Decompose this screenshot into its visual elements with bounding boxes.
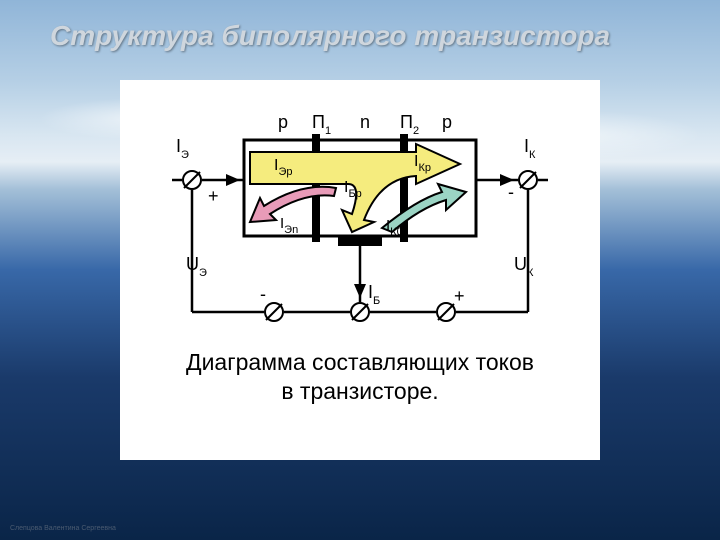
base-contact: [338, 236, 382, 246]
transistor-diagram: p n p П1 П2 IЭ IК UЭ UК IБ + - - + IЭр I…: [120, 80, 600, 340]
svg-text:UК: UК: [514, 254, 534, 279]
terminal-base-left: [265, 303, 283, 321]
svg-text:IБ: IБ: [368, 282, 380, 307]
svg-text:П2: П2: [400, 112, 419, 137]
svg-text:П1: П1: [312, 112, 331, 137]
diagram-panel: p n p П1 П2 IЭ IК UЭ UК IБ + - - + IЭр I…: [120, 80, 600, 460]
terminal-base-right: [437, 303, 455, 321]
caption-line-2: в транзисторе.: [120, 377, 600, 406]
terminal-collector: [519, 171, 537, 189]
credit: Слепцова Валентина Сергеевна: [10, 525, 116, 532]
diagram-caption: Диаграмма составляющих токов в транзисто…: [120, 348, 600, 406]
terminal-base-center: [351, 303, 369, 321]
slide: Структура биполярного транзистора: [0, 0, 720, 540]
svg-text:IЭ: IЭ: [176, 136, 189, 161]
svg-text:+: +: [208, 186, 219, 206]
svg-text:-: -: [260, 284, 266, 304]
page-title: Структура биполярного транзистора: [50, 20, 670, 52]
terminal-emitter: [183, 171, 201, 189]
svg-text:UЭ: UЭ: [186, 254, 207, 279]
svg-text:p: p: [442, 112, 452, 132]
svg-text:+: +: [454, 286, 465, 306]
svg-text:n: n: [360, 112, 370, 132]
svg-text:p: p: [278, 112, 288, 132]
caption-line-1: Диаграмма составляющих токов: [120, 348, 600, 377]
svg-text:IК: IК: [524, 136, 536, 161]
svg-text:-: -: [508, 182, 514, 202]
